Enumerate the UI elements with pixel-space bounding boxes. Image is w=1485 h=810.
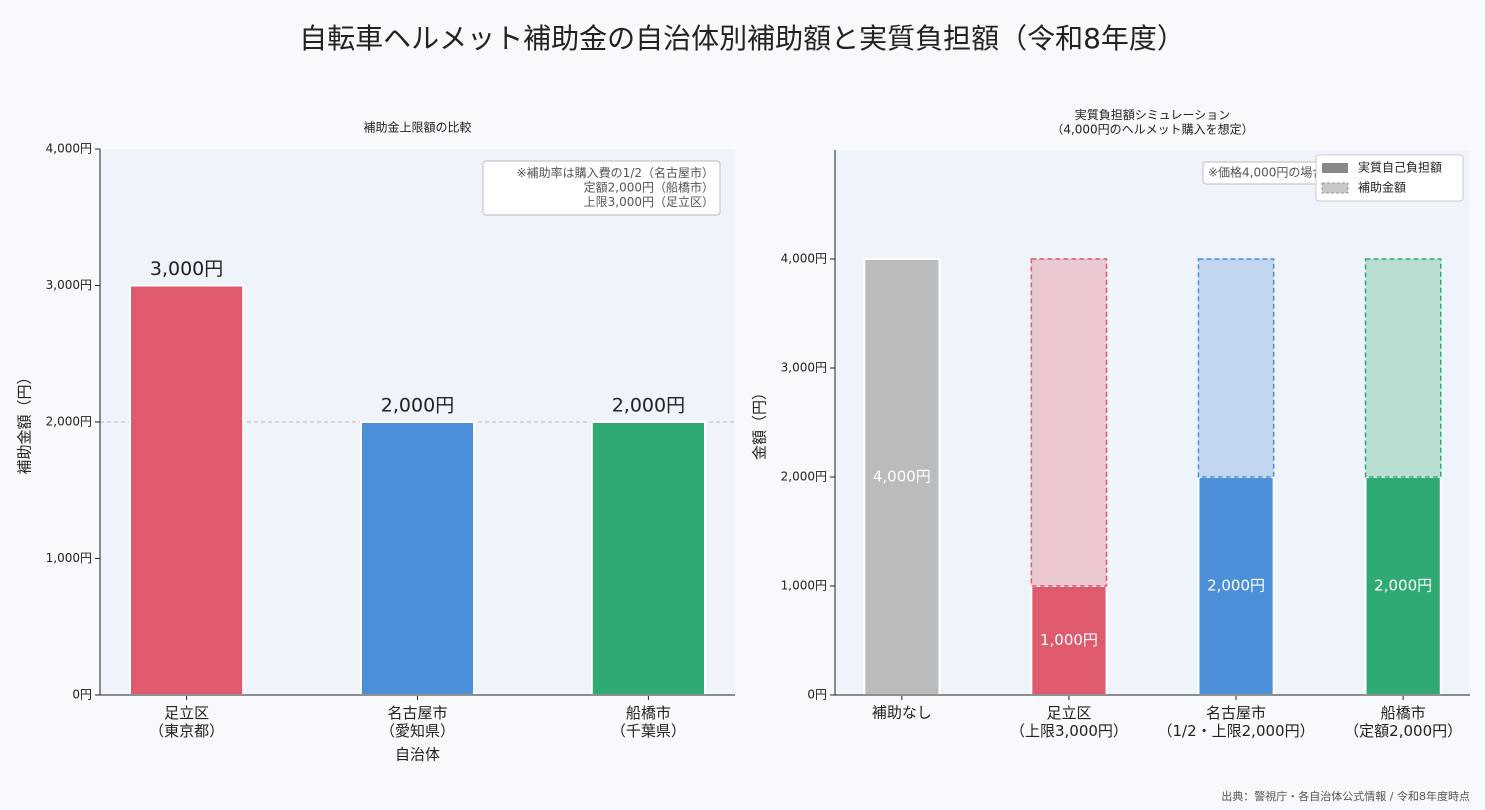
- bar-subsidy: [1197, 258, 1275, 478]
- y-tick-label: 2,000円: [781, 470, 827, 484]
- x-tick-label: 足立区（上限3,000円）: [1010, 704, 1128, 740]
- y-tick-label: 3,000円: [781, 361, 827, 375]
- chart-title: 補助金上限額の比較: [363, 120, 471, 135]
- value-label: 1,000円: [1040, 631, 1098, 649]
- x-tick-label: 名古屋市（愛知県）: [380, 704, 455, 740]
- legend-label: 補助金額: [1358, 180, 1406, 195]
- y-tick-label: 0円: [807, 688, 827, 702]
- x-tick-label: 船橋市（千葉県）: [611, 704, 686, 740]
- y-tick-label: 3,000円: [46, 278, 92, 292]
- annotation: ※価格4,000円の場合: [1208, 165, 1324, 180]
- y-tick-label: 0円: [72, 688, 92, 702]
- bar-self-pay: [1197, 476, 1275, 696]
- legend-label: 実質自己負担額: [1358, 160, 1442, 175]
- bar: [129, 284, 245, 696]
- source: 出典：警視庁・各自治体公式情報 / 令和8年度時点: [1221, 789, 1470, 803]
- legend-box: [1315, 154, 1464, 202]
- value-label: 2,000円: [1207, 577, 1265, 595]
- value-label: 3,000円: [150, 258, 223, 280]
- legend-swatch: [1321, 182, 1349, 194]
- value-label: 2,000円: [612, 395, 685, 417]
- value-label: 2,000円: [381, 395, 454, 417]
- value-label: 4,000円: [873, 468, 931, 486]
- annotation: ※補助率は購入費の1/2（名古屋市）定額2,000円（船橋市）上限3,000円（…: [517, 165, 714, 209]
- value-label: 2,000円: [1374, 577, 1432, 595]
- x-tick-label: 足立区（東京都）: [149, 704, 224, 740]
- x-tick-label: 補助なし: [872, 704, 932, 722]
- y-axis-label: 金額（円）: [751, 385, 769, 460]
- x-axis-label: 自治体: [395, 746, 440, 764]
- plot-area: [835, 150, 1470, 695]
- y-tick-label: 1,000円: [46, 551, 92, 565]
- bar-subsidy: [1030, 258, 1108, 587]
- annotation-box: [482, 160, 721, 216]
- main-title: 自転車ヘルメット補助金の自治体別補助額と実質負担額（令和8年度）: [299, 22, 1185, 55]
- bar-subsidy: [1364, 258, 1442, 478]
- y-tick-label: 2,000円: [46, 415, 92, 429]
- x-tick-label: 船橋市（定額2,000円）: [1344, 704, 1462, 740]
- y-tick-label: 1,000円: [781, 579, 827, 593]
- chart-title: 実質負担額シミュレーション（4,000円のヘルメット購入を想定）: [1051, 107, 1253, 136]
- x-tick-label: 名古屋市（1/2・上限2,000円）: [1158, 704, 1315, 740]
- bar: [590, 421, 706, 696]
- bar-self-pay: [1030, 585, 1108, 696]
- legend-swatch: [1322, 163, 1348, 173]
- y-tick-label: 4,000円: [46, 142, 92, 156]
- y-tick-label: 4,000円: [781, 252, 827, 266]
- bar: [359, 421, 476, 696]
- y-axis-label: 補助金額（円）: [16, 369, 34, 474]
